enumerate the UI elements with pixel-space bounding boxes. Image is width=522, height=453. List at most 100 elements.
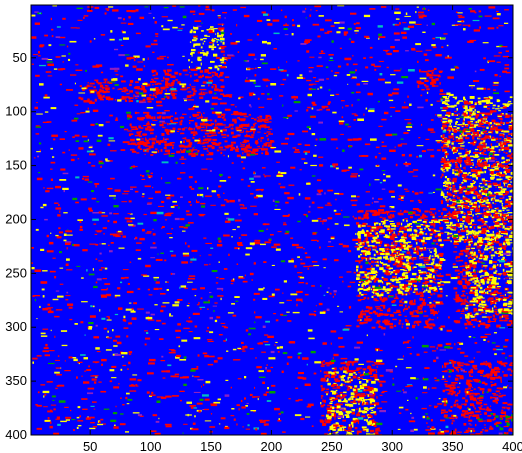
heatmap-speckle — [325, 204, 332, 206]
heatmap-region-12 — [346, 381, 350, 383]
heatmap-region-5 — [481, 200, 484, 204]
heatmap-region-13 — [456, 386, 460, 388]
heatmap-region-10 — [509, 242, 513, 244]
heatmap-region-5 — [456, 157, 458, 159]
heatmap-region-5 — [508, 163, 513, 165]
heatmap-region-6 — [472, 136, 475, 140]
heatmap-speckle — [204, 123, 209, 126]
heatmap-region-12 — [340, 375, 344, 379]
heatmap-region-9 — [499, 316, 502, 319]
heatmap-region-4 — [266, 134, 269, 137]
heatmap-region-5 — [475, 176, 478, 180]
heatmap-region-6 — [495, 186, 497, 188]
heatmap-region-4 — [141, 138, 144, 140]
heatmap-region-12 — [353, 372, 356, 374]
heatmap-region-10 — [506, 241, 510, 244]
heatmap-region-13 — [490, 396, 492, 399]
heatmap-speckle — [129, 83, 132, 87]
heatmap-region-7 — [403, 233, 407, 236]
heatmap-region-1 — [151, 69, 157, 73]
heatmap-region-8 — [370, 257, 376, 259]
heatmap-region-7 — [425, 266, 428, 268]
heatmap-region-10 — [484, 246, 487, 248]
heatmap-speckle — [457, 20, 465, 23]
heatmap-region-7 — [409, 287, 412, 291]
heatmap-region-4 — [151, 123, 153, 126]
heatmap-region-1 — [201, 74, 204, 77]
heatmap-region-8 — [371, 271, 376, 274]
heatmap-region-7 — [388, 307, 391, 310]
heatmap-region-11 — [365, 393, 367, 395]
heatmap-region-5 — [491, 209, 494, 212]
heatmap-region-13 — [484, 429, 489, 432]
heatmap-region-13 — [477, 387, 481, 389]
heatmap-region-6 — [463, 114, 468, 117]
heatmap-speckle — [105, 160, 111, 162]
heatmap-region-11 — [320, 378, 326, 382]
heatmap-region-9 — [459, 259, 464, 262]
heatmap-region-6 — [493, 213, 499, 217]
heatmap-region-11 — [358, 371, 361, 374]
heatmap-region-6 — [460, 148, 465, 150]
heatmap-region-0 — [99, 89, 104, 92]
heatmap-region-13 — [480, 431, 483, 434]
heatmap-region-0 — [172, 80, 176, 82]
heatmap-region-9 — [460, 283, 463, 286]
heatmap-region-5 — [456, 215, 459, 218]
heatmap-region-9 — [472, 234, 475, 237]
heatmap-region-5 — [452, 169, 455, 171]
heatmap-region-9 — [460, 303, 462, 306]
heatmap-region-4 — [193, 127, 195, 131]
heatmap-region-11 — [368, 372, 373, 375]
heatmap-region-0 — [143, 88, 146, 92]
heatmap-region-1 — [151, 78, 154, 80]
heatmap-region-5 — [473, 232, 474, 235]
heatmap-region-3 — [192, 39, 197, 42]
heatmap-region-7 — [402, 301, 405, 304]
heatmap-region-10 — [465, 248, 471, 250]
heatmap-region-4 — [212, 142, 217, 146]
heatmap-region-4 — [255, 140, 258, 143]
heatmap-region-1 — [219, 79, 223, 81]
heatmap-region-10 — [498, 253, 504, 256]
heatmap-region-7 — [425, 322, 428, 325]
heatmap-speckle — [308, 67, 314, 69]
heatmap-region-9 — [480, 311, 485, 314]
heatmap-region-6 — [510, 177, 512, 180]
heatmap-region-7 — [360, 299, 365, 300]
heatmap-region-4 — [265, 152, 269, 154]
heatmap-region-8 — [390, 273, 392, 275]
heatmap-region-11 — [378, 427, 380, 431]
heatmap-region-4 — [144, 153, 146, 155]
heatmap-region-8 — [425, 237, 431, 240]
heatmap-region-6 — [452, 190, 454, 193]
heatmap-speckle — [418, 11, 424, 14]
heatmap-speckle — [409, 353, 412, 355]
heatmap-region-11 — [333, 367, 337, 371]
heatmap-region-4 — [254, 122, 257, 124]
heatmap-region-6 — [441, 212, 444, 214]
heatmap-region-0 — [80, 97, 84, 101]
heatmap-region-9 — [454, 243, 459, 245]
heatmap-region-5 — [490, 198, 493, 201]
heatmap-speckle — [496, 45, 503, 48]
heatmap-region-8 — [375, 250, 378, 253]
heatmap-region-5 — [451, 113, 454, 116]
heatmap-region-11 — [362, 428, 364, 431]
heatmap-region-6 — [495, 137, 499, 141]
heatmap-region-1 — [161, 90, 163, 93]
heatmap-region-8 — [421, 284, 425, 287]
heatmap-region-3 — [203, 38, 207, 40]
heatmap-region-11 — [370, 429, 375, 433]
heatmap-speckle — [403, 132, 409, 134]
heatmap-speckle — [197, 193, 204, 197]
heatmap-speckle — [479, 256, 485, 258]
heatmap-region-6 — [451, 199, 456, 202]
heatmap-region-7 — [368, 271, 371, 273]
heatmap-region-6 — [472, 141, 476, 145]
heatmap-region-2 — [437, 75, 441, 78]
heatmap-speckle — [430, 131, 436, 133]
heatmap-region-7 — [368, 274, 370, 276]
heatmap-region-4 — [130, 148, 135, 151]
heatmap-speckle — [47, 303, 51, 306]
